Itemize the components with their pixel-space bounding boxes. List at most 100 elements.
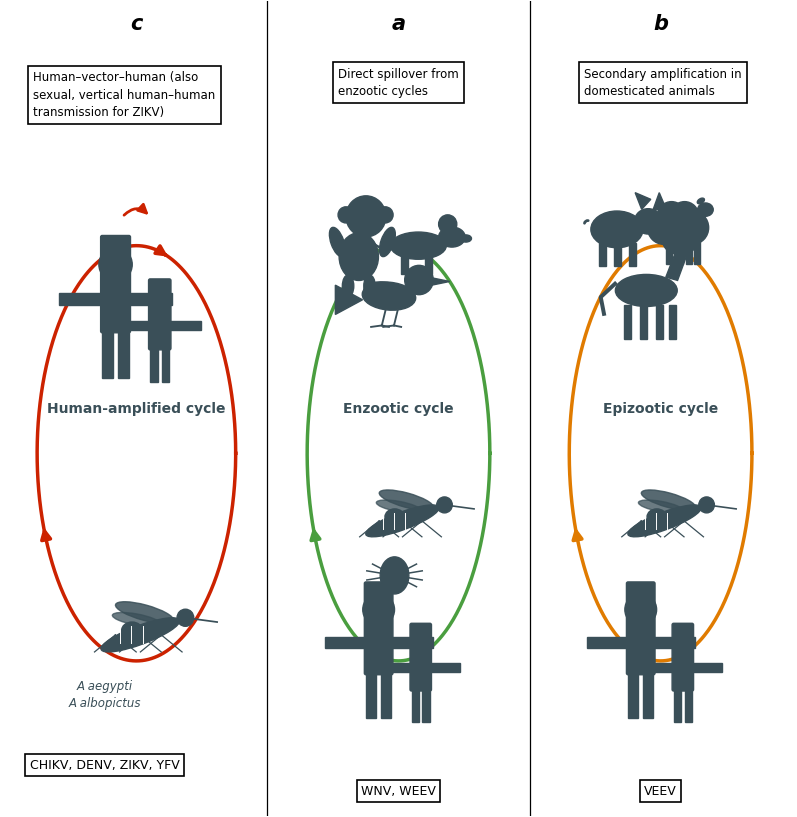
FancyBboxPatch shape bbox=[148, 279, 171, 350]
Ellipse shape bbox=[376, 500, 421, 513]
Ellipse shape bbox=[461, 235, 472, 242]
Ellipse shape bbox=[638, 500, 683, 513]
FancyBboxPatch shape bbox=[692, 663, 722, 672]
Polygon shape bbox=[653, 193, 665, 211]
FancyBboxPatch shape bbox=[677, 241, 682, 265]
FancyBboxPatch shape bbox=[643, 673, 654, 718]
Ellipse shape bbox=[363, 282, 416, 310]
Ellipse shape bbox=[380, 557, 409, 594]
Text: WNV, WEEV: WNV, WEEV bbox=[361, 784, 436, 797]
FancyBboxPatch shape bbox=[673, 690, 681, 721]
Ellipse shape bbox=[343, 275, 354, 297]
Circle shape bbox=[658, 202, 686, 231]
Circle shape bbox=[699, 497, 714, 513]
Circle shape bbox=[670, 202, 699, 231]
Ellipse shape bbox=[116, 602, 174, 623]
FancyBboxPatch shape bbox=[324, 637, 366, 649]
Ellipse shape bbox=[364, 282, 406, 303]
Ellipse shape bbox=[438, 227, 465, 247]
FancyBboxPatch shape bbox=[391, 637, 433, 649]
Ellipse shape bbox=[379, 227, 395, 257]
FancyBboxPatch shape bbox=[119, 321, 150, 329]
Ellipse shape bbox=[391, 232, 446, 259]
FancyBboxPatch shape bbox=[614, 243, 622, 266]
FancyBboxPatch shape bbox=[102, 331, 113, 378]
FancyBboxPatch shape bbox=[686, 241, 692, 265]
Circle shape bbox=[671, 632, 694, 655]
Circle shape bbox=[377, 207, 393, 223]
Ellipse shape bbox=[340, 233, 379, 280]
Ellipse shape bbox=[657, 221, 669, 230]
FancyBboxPatch shape bbox=[623, 305, 630, 338]
Circle shape bbox=[438, 215, 457, 234]
Circle shape bbox=[676, 211, 709, 244]
Circle shape bbox=[647, 211, 680, 244]
FancyBboxPatch shape bbox=[685, 690, 692, 721]
Text: Secondary amplification in
domesticated animals: Secondary amplification in domesticated … bbox=[584, 68, 742, 98]
Ellipse shape bbox=[379, 490, 434, 511]
Text: Human–vector–human (also
sexual, vertical human–human
transmission for ZIKV): Human–vector–human (also sexual, vertica… bbox=[33, 71, 216, 119]
FancyBboxPatch shape bbox=[401, 257, 408, 275]
Circle shape bbox=[338, 207, 354, 223]
Text: b: b bbox=[653, 14, 668, 34]
Ellipse shape bbox=[329, 227, 345, 257]
FancyBboxPatch shape bbox=[381, 673, 391, 718]
Ellipse shape bbox=[679, 238, 698, 252]
Ellipse shape bbox=[697, 198, 705, 203]
FancyBboxPatch shape bbox=[410, 623, 431, 691]
Ellipse shape bbox=[363, 275, 375, 297]
Text: Human-amplified cycle: Human-amplified cycle bbox=[47, 401, 226, 416]
Ellipse shape bbox=[112, 613, 160, 627]
Text: Epizootic cycle: Epizootic cycle bbox=[603, 401, 718, 416]
Ellipse shape bbox=[365, 219, 378, 229]
FancyBboxPatch shape bbox=[666, 241, 672, 265]
FancyBboxPatch shape bbox=[411, 690, 419, 721]
FancyBboxPatch shape bbox=[654, 637, 695, 649]
Polygon shape bbox=[635, 193, 651, 209]
Circle shape bbox=[625, 593, 657, 626]
Ellipse shape bbox=[591, 211, 643, 248]
FancyBboxPatch shape bbox=[426, 257, 432, 275]
FancyBboxPatch shape bbox=[162, 348, 170, 382]
FancyBboxPatch shape bbox=[382, 663, 411, 672]
Ellipse shape bbox=[628, 505, 701, 537]
FancyBboxPatch shape bbox=[656, 305, 663, 338]
FancyBboxPatch shape bbox=[629, 243, 637, 266]
FancyBboxPatch shape bbox=[100, 235, 131, 333]
Ellipse shape bbox=[385, 509, 404, 525]
Text: A aegypti: A aegypti bbox=[77, 681, 132, 694]
FancyBboxPatch shape bbox=[669, 305, 677, 338]
Circle shape bbox=[346, 196, 386, 237]
Text: Enzootic cycle: Enzootic cycle bbox=[344, 401, 453, 416]
Circle shape bbox=[658, 211, 697, 251]
FancyBboxPatch shape bbox=[118, 331, 129, 378]
FancyBboxPatch shape bbox=[364, 582, 393, 675]
Ellipse shape bbox=[697, 203, 713, 217]
Ellipse shape bbox=[671, 234, 681, 251]
Text: a: a bbox=[391, 14, 406, 34]
FancyBboxPatch shape bbox=[59, 293, 102, 306]
Circle shape bbox=[177, 609, 194, 627]
Circle shape bbox=[363, 593, 395, 626]
Text: VEEV: VEEV bbox=[644, 784, 677, 797]
FancyBboxPatch shape bbox=[672, 623, 693, 691]
Ellipse shape bbox=[642, 490, 696, 511]
Polygon shape bbox=[682, 227, 692, 237]
Circle shape bbox=[437, 497, 452, 513]
FancyBboxPatch shape bbox=[587, 637, 628, 649]
Text: A albopictus: A albopictus bbox=[69, 697, 141, 710]
FancyBboxPatch shape bbox=[626, 582, 655, 675]
FancyBboxPatch shape bbox=[170, 321, 201, 329]
FancyBboxPatch shape bbox=[599, 243, 607, 266]
Polygon shape bbox=[665, 247, 689, 280]
Text: Direct spillover from
enzootic cycles: Direct spillover from enzootic cycles bbox=[338, 68, 459, 98]
Ellipse shape bbox=[647, 509, 666, 525]
Ellipse shape bbox=[101, 618, 179, 652]
FancyBboxPatch shape bbox=[628, 673, 638, 718]
FancyBboxPatch shape bbox=[430, 663, 460, 672]
Circle shape bbox=[662, 221, 694, 254]
FancyBboxPatch shape bbox=[366, 673, 376, 718]
FancyBboxPatch shape bbox=[150, 348, 158, 382]
Ellipse shape bbox=[122, 622, 143, 639]
Polygon shape bbox=[336, 285, 363, 315]
